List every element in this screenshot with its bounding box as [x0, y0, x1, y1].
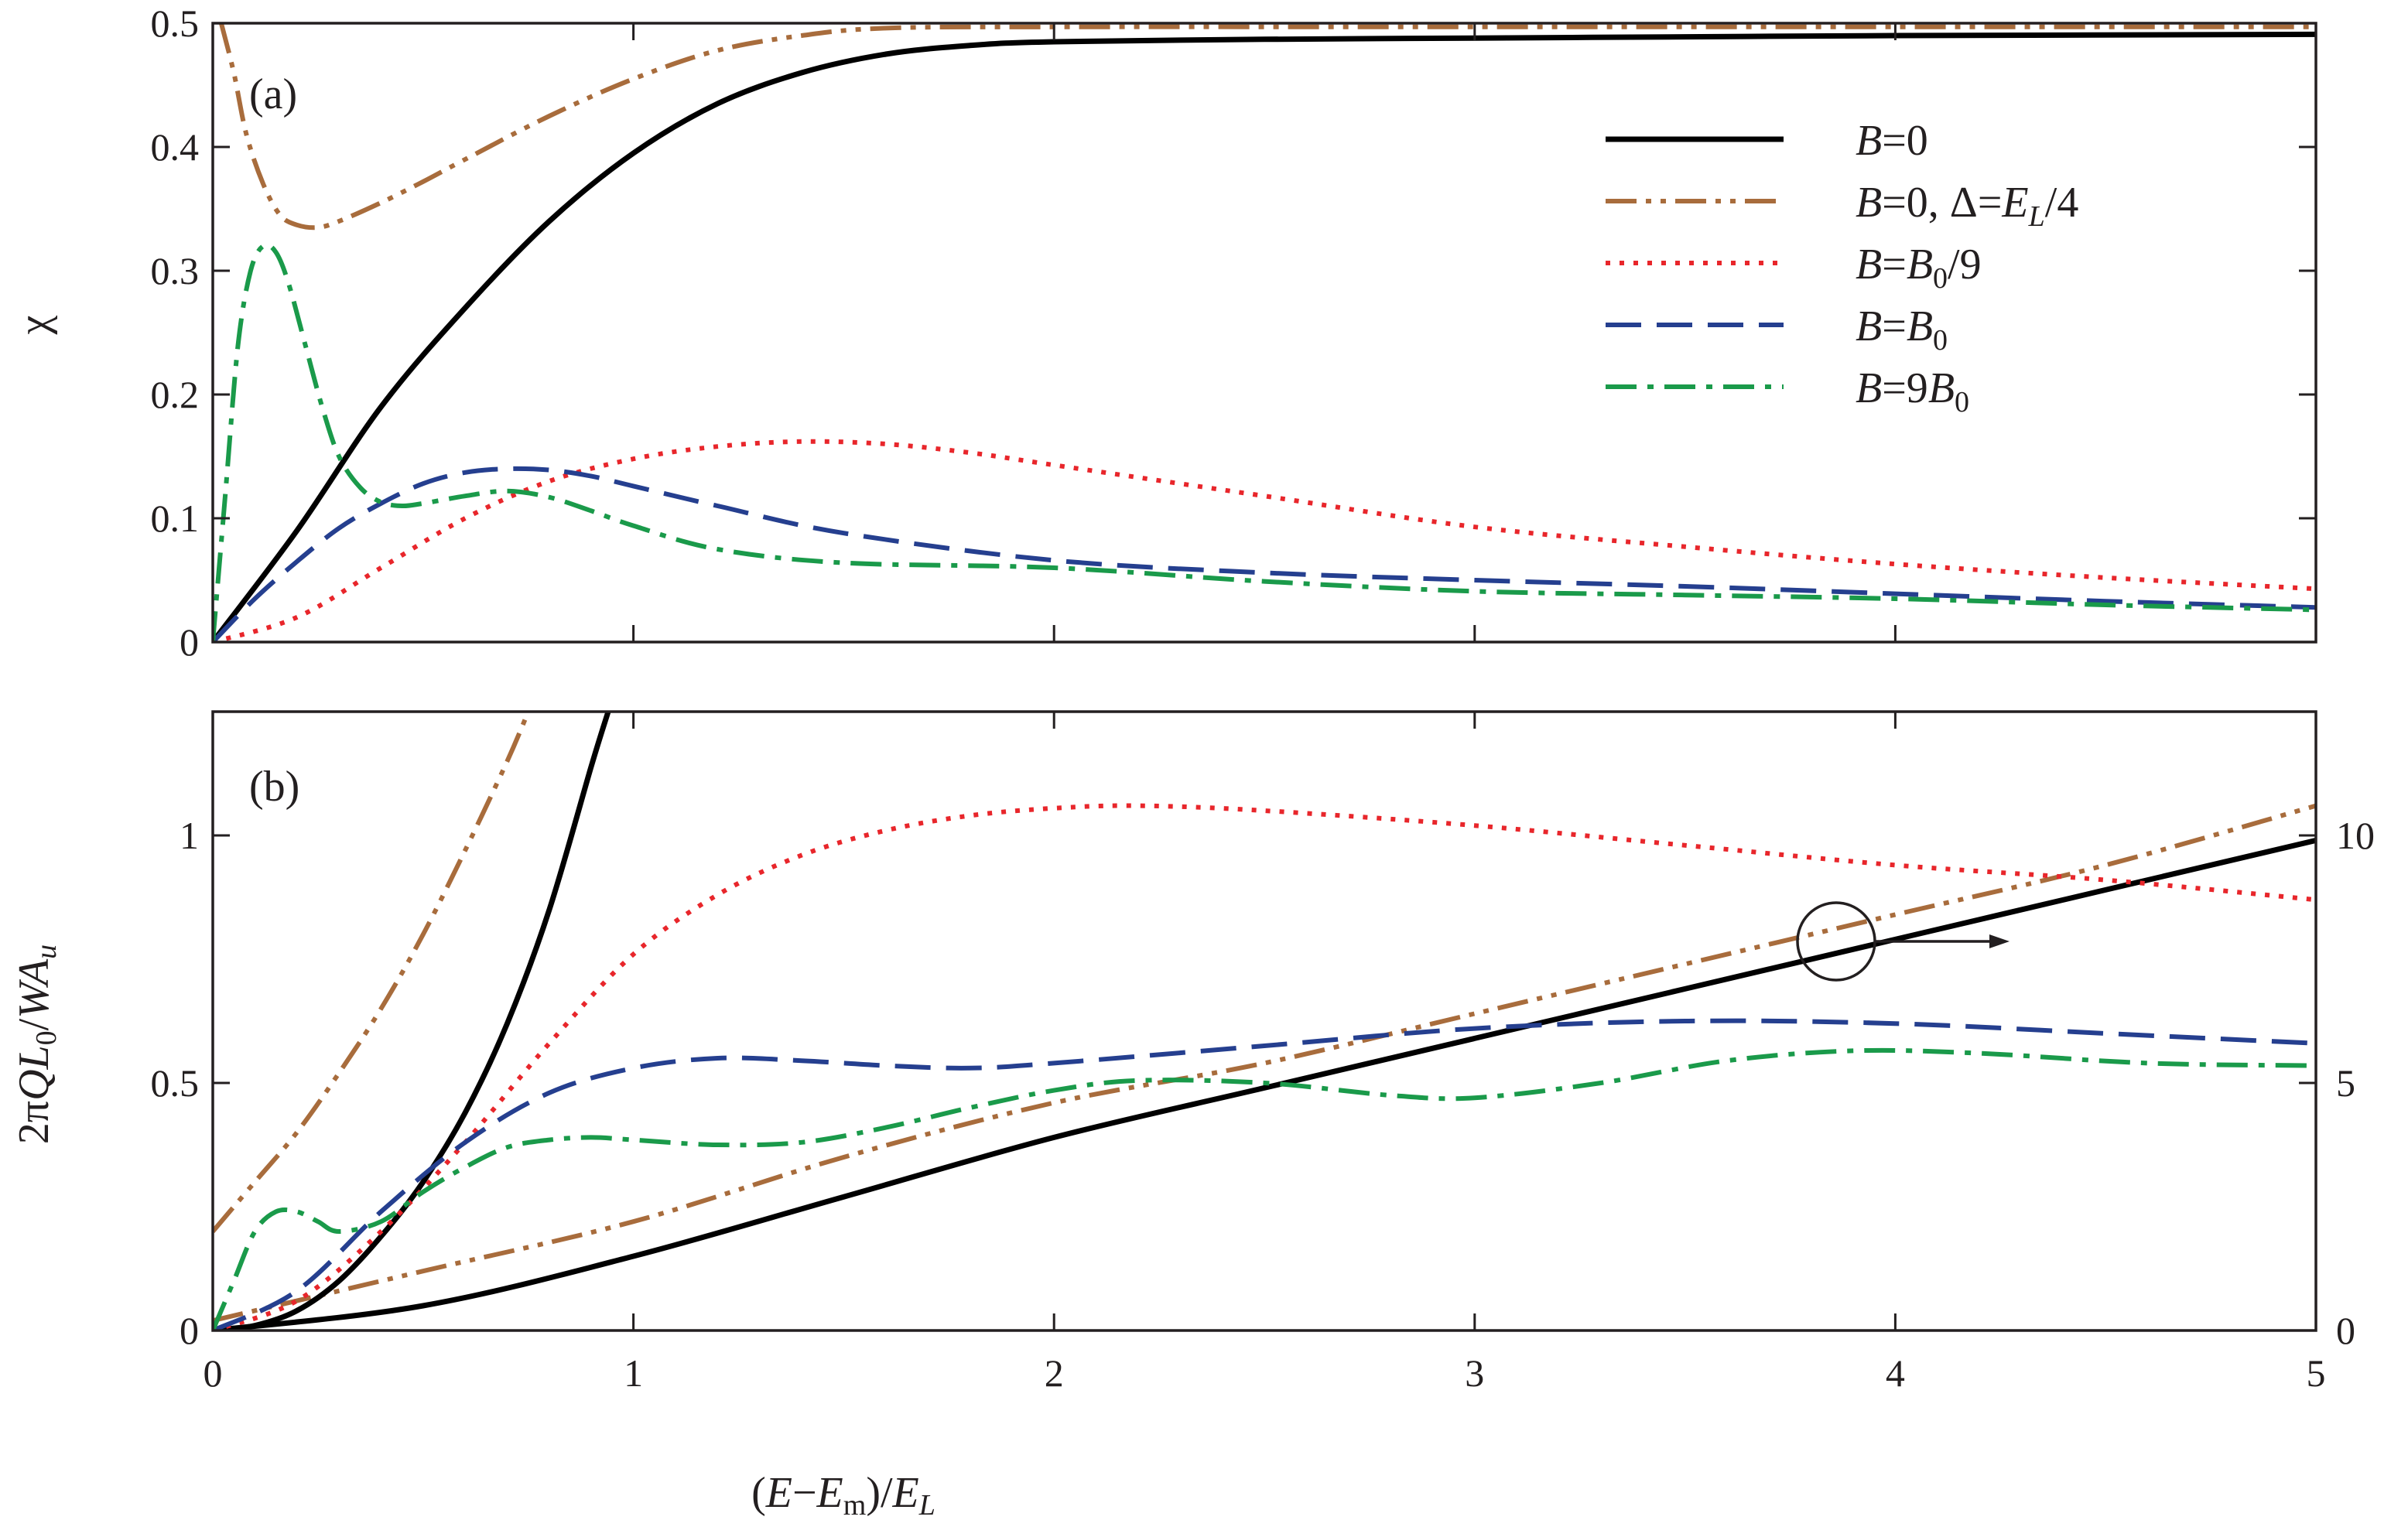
y-tick-label-a-0: 0 [180, 620, 199, 664]
x-tick-label-0: 0 [204, 1351, 223, 1395]
y-tick-label-a-2: 0.2 [151, 373, 200, 416]
axes-frame-a [211, 22, 2317, 644]
series-b-6 [213, 1047, 2316, 1330]
y2-tick-label-1: 5 [2336, 1061, 2355, 1105]
y-tick-label-a-3: 0.3 [151, 249, 200, 292]
legend: B=0 B=0, Δ=EL/4 B=B0/9 B=B0 B=9B0 [1606, 117, 2078, 418]
y-tick-label-b-1: 0.5 [151, 1061, 200, 1105]
annotation-arrow-head [1989, 934, 2010, 948]
series-b-5 [213, 1018, 2316, 1330]
x-axis-label: (E−Em)/EL [751, 1469, 935, 1520]
panel-a-label: (a) [249, 70, 297, 118]
y-axis-label-a: χ [10, 315, 58, 335]
series-a-4 [213, 242, 2316, 642]
axes-frame-b [211, 710, 2317, 1332]
series-a-1 [218, 23, 2316, 231]
legend-label-3: B=B0 [1856, 302, 1948, 357]
panel-a: 0 0.1 0.2 0.3 0.4 0.5 [151, 2, 2317, 664]
legend-label-1: B=0, Δ=EL/4 [1856, 179, 2078, 233]
series-a-3 [213, 466, 2316, 642]
curves-a [213, 23, 2316, 642]
series-a-2 [213, 439, 2316, 642]
series-b-1 [213, 803, 2316, 1324]
x-tick-label-2: 2 [1045, 1351, 1064, 1395]
x-tick-label-1: 1 [624, 1351, 643, 1395]
y-tick-label-a-1: 0.1 [151, 497, 200, 540]
legend-label-2: B=B0/9 [1856, 241, 1982, 295]
legend-label-4: B=9B0 [1856, 364, 1969, 418]
x-tick-label-4: 4 [1886, 1351, 1905, 1395]
legend-label-0: B=0 [1856, 117, 1928, 165]
series-a-0 [213, 31, 2316, 642]
y2-tick-label-0: 0 [2336, 1309, 2355, 1352]
series-b-2 [213, 712, 611, 1330]
right-axis-annotation [1796, 901, 2010, 982]
series-b-3 [213, 712, 531, 1233]
annotation-circle [1796, 901, 1876, 982]
y-tick-label-b-0: 0 [180, 1309, 199, 1352]
y-axis-label-b: 2πQL0/WAu [10, 944, 63, 1144]
curves-b [213, 712, 2316, 1330]
y2-tick-label-2: 10 [2336, 814, 2375, 857]
series-b-4 [213, 803, 2316, 1330]
panel-b-label: (b) [249, 763, 299, 811]
y-tick-label-b-2: 1 [180, 814, 199, 857]
y-tick-label-a-5: 0.5 [151, 2, 200, 45]
x-tick-label-5: 5 [2307, 1351, 2326, 1395]
x-tick-label-3: 3 [1465, 1351, 1484, 1395]
y-tick-label-a-4: 0.4 [151, 125, 200, 169]
series-b-0 [213, 837, 2316, 1330]
